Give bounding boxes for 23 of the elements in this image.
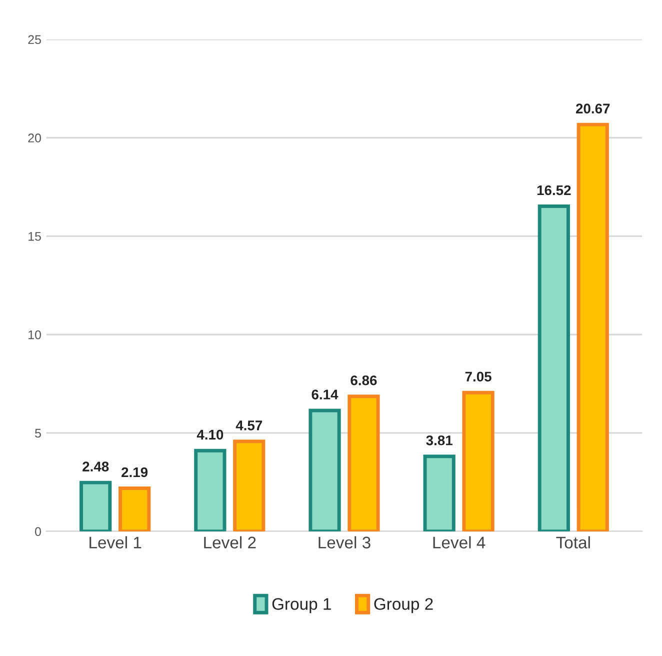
x-tick-label: Level 2 [204, 536, 256, 548]
legend-label: Group 1 [272, 598, 331, 614]
data-label: 7.05 [465, 372, 492, 382]
data-label: 2.19 [122, 467, 148, 478]
y-tick-label: 25 [28, 35, 41, 44]
y-tick-label: 10 [28, 330, 41, 340]
x-tick-label: Total [556, 536, 590, 548]
data-label: 4.10 [196, 430, 224, 440]
y-tick-label: 20 [28, 134, 41, 142]
legend-label: Group 2 [374, 598, 433, 614]
y-tick-label: 0 [35, 527, 41, 536]
data-label: 6.86 [350, 375, 377, 386]
x-tick-label: Level 1 [90, 536, 142, 548]
data-label: 2.48 [82, 462, 109, 472]
x-tick-label: Level 4 [433, 536, 486, 548]
x-tick-label: Level 3 [318, 536, 370, 548]
data-label: 6.14 [312, 390, 338, 400]
data-label: 3.81 [426, 435, 452, 446]
y-tick-label: 15 [28, 232, 41, 241]
data-label: 20.67 [576, 104, 610, 114]
data-label: 16.52 [537, 185, 571, 196]
data-label: 4.57 [236, 420, 262, 430]
y-tick-label: 5 [35, 428, 41, 438]
